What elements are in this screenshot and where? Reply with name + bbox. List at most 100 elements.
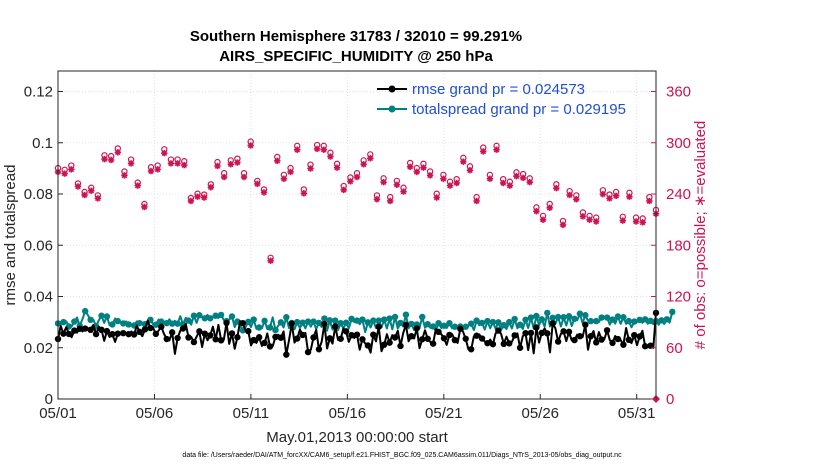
obs-evaluated-marker xyxy=(200,194,208,201)
obs-evaluated-marker xyxy=(101,155,108,163)
obs-evaluated-marker xyxy=(606,195,613,202)
obs-evaluated-marker xyxy=(81,191,88,199)
rmse-point xyxy=(228,330,236,337)
totalspread-point xyxy=(120,320,127,327)
rmse-point xyxy=(440,335,448,342)
rmse-point xyxy=(413,325,420,332)
rmse-point xyxy=(593,339,600,346)
rmse-point xyxy=(174,334,181,342)
obs-evaluated-marker xyxy=(440,175,447,182)
totalspread-point xyxy=(408,320,415,328)
totalspread-point xyxy=(440,322,448,329)
rmse-point xyxy=(636,333,643,340)
totalspread-point xyxy=(663,316,671,323)
totalspread-point xyxy=(647,317,654,325)
rmse-point xyxy=(614,335,622,343)
rmse-point xyxy=(304,348,312,356)
rmse-point xyxy=(103,327,111,335)
obs-evaluated-marker xyxy=(333,164,341,171)
totalspread-point xyxy=(375,317,382,324)
x-tick-label: 05/31 xyxy=(618,405,656,422)
obs-evaluated-marker xyxy=(632,218,640,225)
obs-evaluated-marker xyxy=(234,159,241,166)
obs-evaluated-marker xyxy=(207,184,215,191)
totalspread-point xyxy=(370,317,377,324)
rmse-point xyxy=(467,346,475,353)
totalspread-point xyxy=(576,310,584,317)
rmse-point xyxy=(620,341,627,348)
totalspread-point xyxy=(614,313,622,320)
obs-evaluated-marker xyxy=(579,213,587,220)
totalspread-point xyxy=(625,317,633,325)
y-left-tick-label: 0.06 xyxy=(24,237,53,254)
y-right-tick-label: 360 xyxy=(666,84,691,101)
totalspread-point xyxy=(500,322,507,329)
chart-title-line1: Southern Hemisphere 31783 / 32010 = 99.2… xyxy=(190,28,522,45)
obs-evaluated-marker xyxy=(254,180,261,188)
obs-evaluated-marker xyxy=(161,149,168,157)
y-left-tick-label: 0.08 xyxy=(24,186,53,203)
totalspread-point xyxy=(435,319,442,327)
chart-title-line2: AIRS_SPECIFIC_HUMIDITY @ 250 hPa xyxy=(219,48,493,65)
rmse-point xyxy=(478,335,486,342)
rmse-point xyxy=(435,328,442,336)
x-tick-label: 05/06 xyxy=(136,405,174,422)
obs-evaluated-marker xyxy=(347,178,354,185)
totalspread-point xyxy=(277,319,285,326)
rmse-point xyxy=(239,319,247,327)
obs-evaluated-marker xyxy=(506,182,514,189)
totalspread-point xyxy=(478,319,486,327)
obs-evaluated-marker xyxy=(68,166,75,173)
rmse-point xyxy=(277,334,285,341)
y-right-tick-label: 240 xyxy=(666,186,691,203)
obs-count-layer xyxy=(54,138,660,403)
obs-evaluated-marker xyxy=(360,161,367,168)
y-left-tick-label: 0.02 xyxy=(24,340,53,357)
rmse-point xyxy=(576,333,584,340)
rmse-point xyxy=(625,336,633,344)
obs-evaluated-marker xyxy=(353,173,361,181)
legend-spread-label: totalspread grand pr = 0.029195 xyxy=(412,101,626,118)
totalspread-point xyxy=(337,319,344,327)
y-left-tick-label: 0.1 xyxy=(32,135,53,152)
rmse-point xyxy=(223,319,230,327)
totalspread-point xyxy=(636,316,643,324)
rmse-point xyxy=(299,331,306,339)
rmse-point xyxy=(424,335,431,342)
totalspread-point xyxy=(554,313,562,321)
obs-evaluated-marker xyxy=(612,192,620,200)
x-axis-label: May.01,2013 00:00:00 start xyxy=(266,429,448,446)
grid-layer xyxy=(57,71,656,400)
totalspread-point xyxy=(419,313,426,321)
rmse-point xyxy=(533,324,540,331)
obs-evaluated-marker xyxy=(240,173,248,181)
totalspread-point xyxy=(603,314,611,321)
rmse-point xyxy=(141,326,149,333)
totalspread-point xyxy=(641,316,649,323)
totalspread-point xyxy=(359,316,366,323)
obs-evaluated-marker xyxy=(274,157,281,165)
totalspread-point xyxy=(190,312,198,319)
rmse-point xyxy=(631,331,638,339)
totalspread-point xyxy=(168,320,176,327)
totalspread-point xyxy=(364,319,372,326)
obs-evaluated-marker xyxy=(154,166,161,173)
obs-evaluated-marker xyxy=(174,160,181,167)
rmse-point xyxy=(158,323,165,330)
rmse-point xyxy=(152,330,160,338)
x-tick-label: 05/21 xyxy=(425,405,463,422)
rmse-point xyxy=(402,321,410,329)
totalspread-point xyxy=(310,318,317,325)
rmse-point xyxy=(130,331,138,338)
totalspread-point xyxy=(315,319,323,327)
totalspread-point xyxy=(245,318,252,326)
rmse-point xyxy=(397,342,404,350)
obs-evaluated-marker xyxy=(466,167,474,174)
totalspread-point xyxy=(582,312,589,319)
y-right-tick-label: 300 xyxy=(666,135,691,152)
rmse-point xyxy=(484,339,491,347)
totalspread-point xyxy=(250,316,257,323)
rmse-point xyxy=(332,323,339,330)
rmse-point xyxy=(98,326,105,334)
x-tick-label: 05/16 xyxy=(329,405,367,422)
